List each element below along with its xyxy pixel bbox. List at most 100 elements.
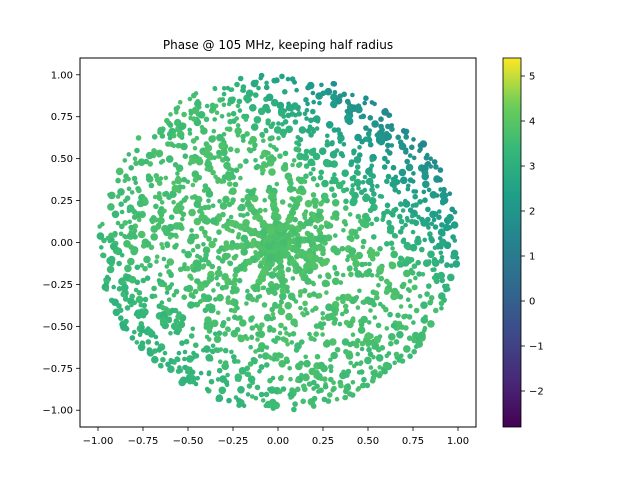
scatter-point: [439, 238, 447, 247]
scatter-point: [104, 287, 109, 292]
scatter-point: [241, 403, 247, 409]
scatter-point: [216, 153, 222, 159]
scatter-point: [301, 383, 307, 390]
scatter-point: [310, 403, 317, 409]
scatter-point: [303, 148, 310, 155]
scatter-point: [209, 263, 216, 270]
scatter-point: [210, 203, 216, 208]
scatter-point: [277, 263, 285, 271]
scatter-point: [240, 133, 246, 140]
scatter-point: [222, 347, 229, 354]
scatter-point: [384, 208, 391, 215]
scatter-point: [320, 364, 328, 373]
scatter-point: [363, 216, 368, 222]
scatter-point: [184, 250, 192, 259]
scatter-point: [410, 213, 415, 219]
scatter-point: [406, 335, 413, 342]
scatter-point: [137, 158, 146, 166]
scatter-point: [316, 292, 323, 299]
scatter-point: [227, 181, 233, 187]
scatter-point: [290, 162, 295, 168]
scatter-point: [191, 106, 200, 115]
scatter-point: [276, 303, 283, 310]
scatter-point: [204, 103, 210, 109]
scatter-point: [133, 287, 139, 293]
scatter-point: [134, 340, 140, 345]
scatter-point: [229, 167, 235, 173]
scatter-point: [366, 346, 372, 353]
scatter-point: [420, 219, 428, 227]
scatter-point: [418, 331, 426, 340]
scatter-point: [342, 394, 349, 401]
scatter-point: [213, 335, 222, 344]
scatter-point: [261, 161, 267, 167]
scatter-point: [383, 107, 388, 113]
scatter-point: [406, 314, 413, 320]
scatter-point: [298, 360, 304, 367]
scatter-point: [195, 266, 202, 272]
scatter-point: [175, 175, 181, 181]
scatter-point: [229, 87, 235, 92]
scatter-point: [397, 229, 404, 235]
scatter-point: [134, 279, 141, 286]
scatter-point: [272, 283, 281, 291]
scatter-point: [384, 287, 391, 294]
scatter-point: [398, 168, 407, 177]
scatter-point: [334, 346, 341, 353]
scatter-point: [405, 287, 411, 292]
scatter-point: [198, 225, 205, 232]
scatter-point: [447, 273, 455, 282]
scatter-point: [237, 205, 243, 212]
scatter-point: [159, 282, 164, 288]
colorbar-tick-label: 2: [529, 207, 535, 218]
scatter-point: [382, 361, 391, 370]
scatter-point: [318, 169, 325, 176]
scatter-point: [132, 329, 137, 335]
scatter-point: [317, 100, 322, 106]
scatter-point: [388, 340, 394, 347]
scatter-point: [325, 234, 333, 242]
scatter-point: [165, 361, 171, 368]
scatter-point: [167, 135, 173, 141]
scatter-point: [218, 178, 225, 184]
scatter-point: [269, 154, 275, 159]
scatter-point: [354, 133, 362, 142]
scatter-point: [210, 105, 215, 111]
scatter-point: [153, 173, 160, 179]
scatter-point: [117, 188, 125, 196]
scatter-point: [417, 294, 423, 299]
scatter-point: [253, 92, 259, 98]
scatter-point: [382, 368, 388, 375]
scatter-point: [287, 292, 296, 301]
scatter-point: [292, 216, 299, 223]
scatter-point: [308, 335, 315, 342]
scatter-point: [369, 100, 375, 105]
scatter-point: [356, 186, 361, 191]
scatter-point: [355, 103, 362, 109]
scatter-point: [378, 275, 385, 282]
scatter-point: [289, 106, 294, 112]
scatter-point: [152, 348, 158, 354]
scatter-point: [307, 158, 316, 167]
scatter-point: [295, 195, 303, 203]
scatter-point: [337, 139, 343, 144]
scatter-point: [360, 315, 368, 324]
scatter-point: [156, 347, 162, 353]
scatter-point: [152, 217, 159, 223]
scatter-point: [229, 349, 234, 355]
scatter-point: [409, 243, 418, 252]
scatter-point: [244, 371, 251, 378]
scatter-point: [411, 331, 420, 340]
scatter-point: [234, 81, 240, 88]
scatter-point: [319, 82, 324, 88]
scatter-point: [313, 224, 318, 230]
scatter-point: [294, 140, 299, 145]
scatter-point: [297, 136, 304, 143]
scatter-point: [100, 221, 105, 227]
scatter-point: [241, 88, 246, 93]
scatter-point: [190, 378, 197, 385]
scatter-point: [294, 237, 302, 245]
scatter-point: [305, 310, 310, 316]
scatter-point: [199, 124, 205, 130]
